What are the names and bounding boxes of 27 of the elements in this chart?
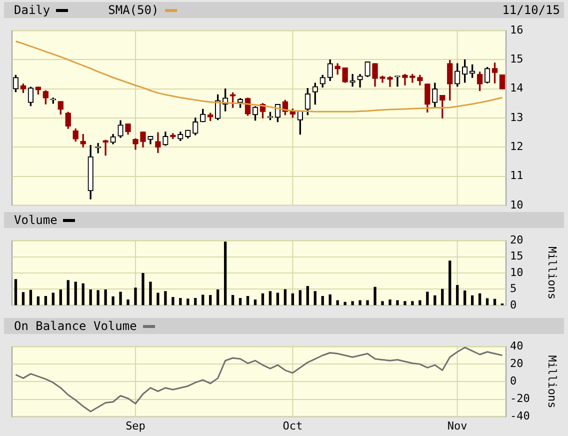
y-tick-label: 20 bbox=[510, 233, 524, 246]
y-tick-label: 15 bbox=[510, 250, 524, 263]
y-tick-label: 12 bbox=[510, 140, 524, 153]
y-tick-label: 0 bbox=[510, 298, 517, 312]
y-tick-label: 14 bbox=[510, 82, 524, 95]
x-tick-label: Oct bbox=[282, 419, 303, 432]
y-tick-label: 0 bbox=[510, 374, 517, 388]
y-tick-label: -40 bbox=[510, 410, 530, 423]
text: 11/10/15 bbox=[502, 2, 560, 18]
y-axis-title: Millions bbox=[546, 246, 559, 300]
y-tick-label: 16 bbox=[510, 23, 524, 36]
y-tick-label: 15 bbox=[510, 52, 524, 66]
y-tick-label: 20 bbox=[510, 357, 524, 370]
x-tick-label: Nov bbox=[447, 419, 468, 432]
y-tick-label: 10 bbox=[510, 266, 524, 279]
y-tick-label: 40 bbox=[510, 339, 524, 352]
legend-label: Daily bbox=[14, 3, 50, 17]
legend-label: On Balance Volume bbox=[14, 319, 137, 333]
legend-label: Volume bbox=[14, 213, 58, 227]
y-tick-label: 5 bbox=[510, 282, 517, 296]
y-axis-title: Millions bbox=[546, 355, 559, 408]
y-tick-label: 11 bbox=[510, 169, 524, 182]
y-tick-label: 13 bbox=[510, 110, 524, 124]
y-tick-label: 10 bbox=[510, 198, 524, 212]
x-tick-label: Sep bbox=[126, 419, 146, 432]
legend-label: SMA(50) bbox=[108, 3, 159, 17]
y-tick-label: -20 bbox=[510, 392, 530, 406]
